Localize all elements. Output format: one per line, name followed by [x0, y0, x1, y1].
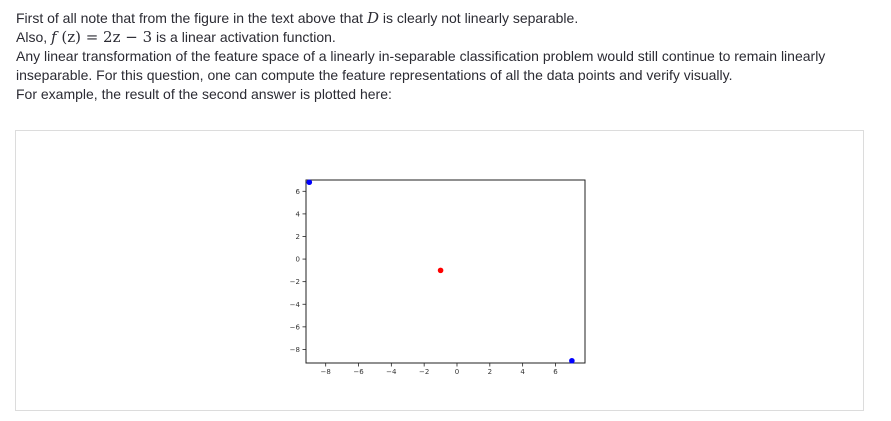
- x-tick-label: −2: [419, 368, 429, 376]
- explanation-line-1: First of all note that from the figure i…: [16, 9, 876, 28]
- x-tick-label: 0: [455, 368, 459, 376]
- data-point-1: [306, 179, 313, 186]
- data-point-3: [569, 357, 575, 364]
- x-tick-label: −8: [321, 368, 331, 376]
- plot-axes-frame: [305, 179, 586, 364]
- answer-explanation: First of all note that from the figure i…: [16, 9, 876, 104]
- y-tick-label: −4: [290, 301, 301, 309]
- activation-function-formula: f (z) = 2z − 3: [51, 28, 152, 46]
- explanation-line-2-end: is a linear activation function.: [152, 29, 336, 45]
- math-function-name: f: [51, 28, 57, 46]
- x-tick-label: −6: [353, 368, 364, 376]
- x-tick-label: 4: [520, 368, 525, 376]
- explanation-line-4: For example, the result of the second an…: [16, 86, 392, 102]
- scatter-plot: −8 −6 −4 −2 0 2 4 6 6 4 2 0 −2 −4 −6 −8: [290, 179, 586, 376]
- math-variable-d: D: [366, 9, 379, 27]
- y-tick-label: −8: [290, 346, 300, 354]
- y-tick-label: −2: [290, 278, 300, 286]
- math-function-body: (z) = 2z − 3: [56, 28, 153, 46]
- explanation-line-2-start: Also,: [16, 29, 52, 45]
- explanation-line-1-end: is clearly not linearly separable.: [379, 10, 579, 26]
- explanation-line-3: Any linear transformation of the feature…: [16, 48, 826, 83]
- explanation-line-1-start: First of all note that from the figure i…: [16, 10, 367, 26]
- y-tick-label: 4: [296, 210, 301, 218]
- x-tick-label: 6: [553, 368, 558, 376]
- x-tick-label: −4: [386, 368, 397, 376]
- figure-container: −8 −6 −4 −2 0 2 4 6 6 4 2 0 −2 −4 −6 −8: [15, 130, 864, 411]
- y-tick-label: 2: [296, 233, 300, 241]
- x-tick-label: 2: [488, 368, 492, 376]
- y-tick-label: −6: [290, 323, 301, 331]
- y-tick-label: 6: [296, 188, 301, 196]
- explanation-line-2: Also, f (z) = 2z − 3 is a linear activat…: [16, 28, 876, 47]
- y-tick-label: 0: [296, 256, 300, 264]
- data-point-2: [437, 267, 444, 274]
